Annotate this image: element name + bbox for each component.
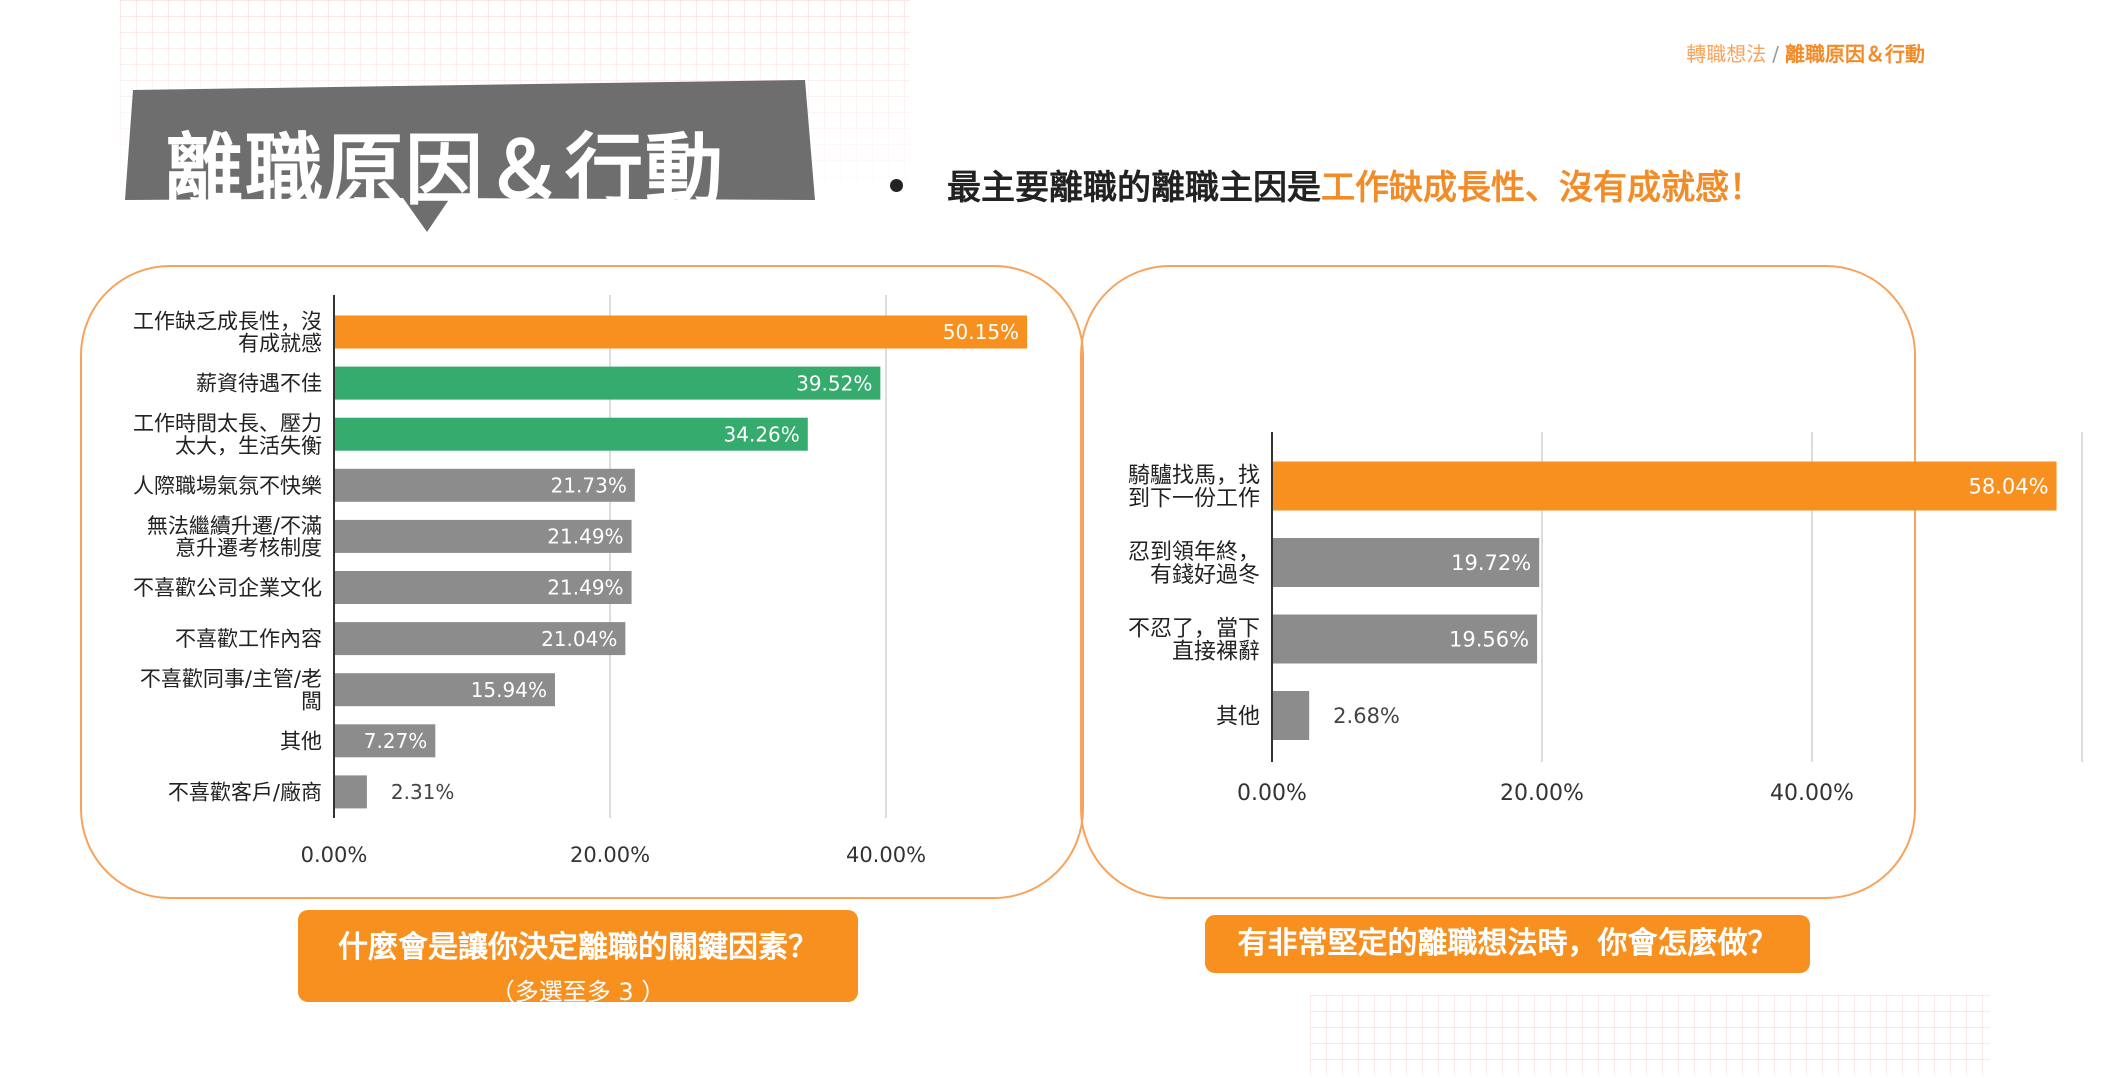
bar bbox=[335, 775, 367, 809]
category-label: 無法繼續升遷/不滿 bbox=[147, 514, 322, 538]
category-label: 不喜歡客戶/廠商 bbox=[168, 780, 322, 804]
breadcrumb-separator: / bbox=[1772, 42, 1779, 66]
bar bbox=[1273, 691, 1310, 740]
bar bbox=[335, 622, 626, 656]
data-label: 39.52% bbox=[796, 371, 872, 395]
category-label: 其他 bbox=[280, 729, 322, 753]
data-label: 21.73% bbox=[551, 474, 627, 498]
headline-text: 最主要離職的離職主因是 bbox=[947, 168, 1321, 208]
chart-panel-left bbox=[80, 265, 1084, 899]
category-label: 人際職場氣氛不快樂 bbox=[133, 474, 322, 498]
title-banner: 離職原因＆行動 bbox=[125, 80, 815, 235]
category-label: 有錢好過冬 bbox=[1150, 563, 1260, 588]
headline-highlight: 工作缺成長性、沒有成就感！ bbox=[1321, 168, 1763, 208]
category-label: 意升遷考核制度 bbox=[175, 536, 322, 560]
bar bbox=[335, 673, 555, 707]
grid-decoration bbox=[1310, 995, 1990, 1075]
tick-label: 0.00% bbox=[1237, 781, 1307, 806]
chart-subtitle: （多選至多 3 ） bbox=[490, 978, 666, 1006]
category-label: 直接裸辭 bbox=[1172, 639, 1260, 664]
speech-bubble-shape bbox=[125, 80, 815, 232]
data-label: 58.04% bbox=[1968, 475, 2048, 499]
tick-label: 20.00% bbox=[570, 843, 650, 867]
data-label: 19.56% bbox=[1449, 628, 1529, 652]
category-label: 不喜歡公司企業文化 bbox=[133, 576, 322, 600]
category-label: 工作缺乏成長性，沒 bbox=[133, 310, 322, 334]
data-label: 15.94% bbox=[471, 678, 547, 702]
tick-label: 0.00% bbox=[301, 843, 368, 867]
data-label: 7.27% bbox=[364, 729, 428, 753]
bar bbox=[1273, 614, 1538, 664]
bar bbox=[335, 571, 632, 604]
data-label: 21.49% bbox=[547, 525, 623, 549]
headline: 最主要離職的離職主因是工作缺成長性、沒有成就感！ bbox=[890, 160, 1763, 209]
data-label: 21.04% bbox=[541, 627, 617, 651]
category-label: 太大，生活失衡 bbox=[175, 434, 322, 458]
category-label: 到下一份工作 bbox=[1128, 486, 1260, 511]
category-label: 不喜歡同事/主管/老 bbox=[140, 667, 322, 691]
bar bbox=[335, 315, 1028, 349]
data-label: 2.68% bbox=[1333, 704, 1400, 728]
category-label: 闆 bbox=[301, 689, 322, 713]
bar bbox=[335, 724, 436, 758]
category-label: 其他 bbox=[1216, 704, 1260, 729]
breadcrumb: 轉職想法 / 離職原因＆行動 bbox=[1686, 38, 1925, 67]
tick-label: 20.00% bbox=[1500, 781, 1584, 806]
breadcrumb-current: 離職原因＆行動 bbox=[1785, 42, 1925, 66]
chart-panel-right bbox=[1080, 265, 1916, 899]
data-label: 50.15% bbox=[943, 320, 1019, 344]
category-label: 工作時間太長、壓力 bbox=[133, 412, 322, 436]
category-label: 騎驢找馬，找 bbox=[1128, 463, 1260, 488]
breadcrumb-parent[interactable]: 轉職想法 bbox=[1686, 42, 1767, 66]
chart-title: 什麼會是讓你決定離職的關鍵因素？ bbox=[338, 930, 818, 965]
category-label: 忍到領年終， bbox=[1128, 540, 1260, 565]
tick-label: 40.00% bbox=[1770, 781, 1854, 806]
bar bbox=[1273, 538, 1540, 587]
category-label: 不喜歡工作內容 bbox=[175, 627, 322, 651]
data-label: 19.72% bbox=[1451, 551, 1531, 575]
chart-caption-right: 有非常堅定的離職想法時，你會怎麼做？ bbox=[1205, 915, 1810, 973]
data-label: 2.31% bbox=[391, 780, 455, 804]
chart-caption-left: 什麼會是讓你決定離職的關鍵因素？ （多選至多 3 ） bbox=[298, 910, 858, 1006]
bullet-icon bbox=[890, 179, 903, 192]
page-title: 離職原因＆行動 bbox=[165, 126, 726, 216]
data-label: 21.49% bbox=[547, 576, 623, 600]
bar bbox=[335, 468, 635, 502]
bar bbox=[335, 417, 808, 451]
data-label: 34.26% bbox=[724, 422, 800, 446]
bar bbox=[1273, 461, 2057, 511]
category-label: 薪資待遇不佳 bbox=[196, 372, 322, 396]
tick-label: 40.00% bbox=[846, 843, 926, 867]
bar bbox=[335, 519, 632, 553]
category-label: 有成就感 bbox=[238, 332, 322, 356]
bar bbox=[335, 366, 881, 400]
category-label: 不忍了，當下 bbox=[1128, 616, 1260, 641]
